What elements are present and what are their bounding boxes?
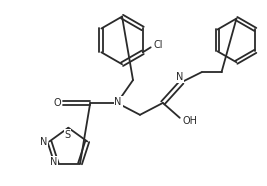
- Text: N: N: [176, 72, 183, 82]
- Text: O: O: [54, 98, 61, 108]
- Text: Cl: Cl: [154, 40, 163, 50]
- Text: N: N: [50, 157, 57, 167]
- Text: N: N: [40, 137, 47, 147]
- Text: OH: OH: [182, 116, 197, 126]
- Text: S: S: [64, 130, 70, 140]
- Text: N: N: [114, 97, 122, 107]
